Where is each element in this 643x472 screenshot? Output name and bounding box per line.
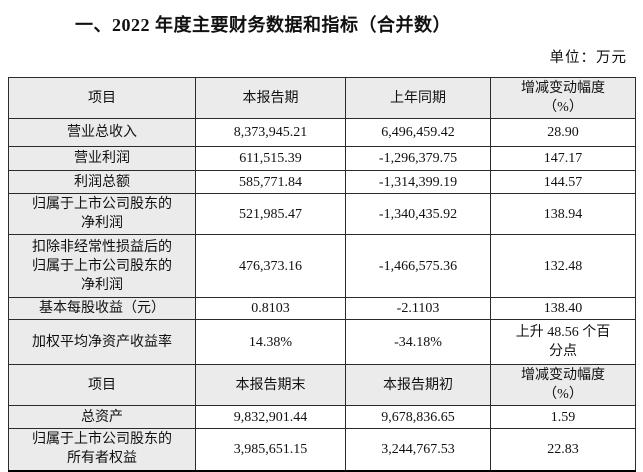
value-cell: 9,832,901.44 xyxy=(195,405,346,429)
header-cell-current-period: 本报告期 xyxy=(195,77,346,119)
value-cell: -1,296,379.75 xyxy=(345,146,491,171)
table-row-total-revenue: 营业总收入 8,373,945.21 6,496,459.42 28.90 xyxy=(8,118,636,147)
value-cell: 147.17 xyxy=(490,146,636,171)
unit-label: 单位：万元 xyxy=(549,50,627,66)
row-label-cell: 营业总收入 xyxy=(8,118,196,147)
table-row-net-profit-attributable: 归属于上市公司股东的 净利润 521,985.47 -1,340,435.92 … xyxy=(8,193,636,235)
header-cell-period-end: 本报告期末 xyxy=(195,364,346,406)
value-cell: 3,985,651.15 xyxy=(195,428,346,472)
header-cell-item: 项目 xyxy=(8,77,196,119)
value-cell: -2.1103 xyxy=(345,297,491,320)
header-cell-change-pct: 增减变动幅度 （%） xyxy=(490,77,636,119)
page-title: 一、2022 年度主要财务数据和指标（合并数） xyxy=(75,15,451,35)
row-label-cell: 基本每股收益（元） xyxy=(8,297,196,320)
value-cell: 138.94 xyxy=(490,193,636,235)
row-label-cell: 归属于上市公司股东的 净利润 xyxy=(8,193,196,235)
value-cell: 476,373.16 xyxy=(195,234,346,298)
value-cell: -1,340,435.92 xyxy=(345,193,491,235)
row-label-cell: 总资产 xyxy=(8,405,196,429)
table-row-operating-profit: 营业利润 611,515.39 -1,296,379.75 147.17 xyxy=(8,146,636,171)
value-cell: -34.18% xyxy=(345,319,491,365)
value-cell: 585,771.84 xyxy=(195,170,346,194)
row-label-cell: 加权平均净资产收益率 xyxy=(8,319,196,365)
table-header-row-period: 项目 本报告期 上年同期 增减变动幅度 （%） xyxy=(8,77,636,119)
value-cell: -1,314,399.19 xyxy=(345,170,491,194)
table-row-net-profit-excl-nonrecurring: 扣除非经常性损益后的 归属于上市公司股东的 净利润 476,373.16 -1,… xyxy=(8,234,636,298)
value-cell: 22.83 xyxy=(490,428,636,472)
header-cell-period-begin: 本报告期初 xyxy=(345,364,491,406)
header-cell-change-pct: 增减变动幅度 （%） xyxy=(490,364,636,406)
table-row-total-profit: 利润总额 585,771.84 -1,314,399.19 144.57 xyxy=(8,170,636,194)
value-cell: 上升 48.56 个百 分点 xyxy=(490,319,636,365)
value-cell: 8,373,945.21 xyxy=(195,118,346,147)
value-cell: 14.38% xyxy=(195,319,346,365)
row-label-cell: 利润总额 xyxy=(8,170,196,194)
header-cell-item: 项目 xyxy=(8,364,196,406)
value-cell: 611,515.39 xyxy=(195,146,346,171)
value-cell: 521,985.47 xyxy=(195,193,346,235)
value-cell: 0.8103 xyxy=(195,297,346,320)
value-cell: 144.57 xyxy=(490,170,636,194)
value-cell: 28.90 xyxy=(490,118,636,147)
row-label-cell: 营业利润 xyxy=(8,146,196,171)
row-label-cell: 归属于上市公司股东的 所有者权益 xyxy=(8,428,196,472)
table-row-basic-eps: 基本每股收益（元） 0.8103 -2.1103 138.40 xyxy=(8,297,636,320)
value-cell: 1.59 xyxy=(490,405,636,429)
value-cell: 132.48 xyxy=(490,234,636,298)
row-label-cell: 扣除非经常性损益后的 归属于上市公司股东的 净利润 xyxy=(8,234,196,298)
table-row-owners-equity: 归属于上市公司股东的 所有者权益 3,985,651.15 3,244,767.… xyxy=(8,428,636,472)
value-cell: 6,496,459.42 xyxy=(345,118,491,147)
table-row-total-assets: 总资产 9,832,901.44 9,678,836.65 1.59 xyxy=(8,405,636,429)
header-cell-prior-period: 上年同期 xyxy=(345,77,491,119)
table-row-weighted-avg-roe: 加权平均净资产收益率 14.38% -34.18% 上升 48.56 个百 分点 xyxy=(8,319,636,365)
financial-summary-table: 项目 本报告期 上年同期 增减变动幅度 （%） 营业总收入 8,373,945.… xyxy=(8,77,636,472)
value-cell: 9,678,836.65 xyxy=(345,405,491,429)
value-cell: 3,244,767.53 xyxy=(345,428,491,472)
value-cell: -1,466,575.36 xyxy=(345,234,491,298)
table-header-row-period-end: 项目 本报告期末 本报告期初 增减变动幅度 （%） xyxy=(8,364,636,406)
value-cell: 138.40 xyxy=(490,297,636,320)
